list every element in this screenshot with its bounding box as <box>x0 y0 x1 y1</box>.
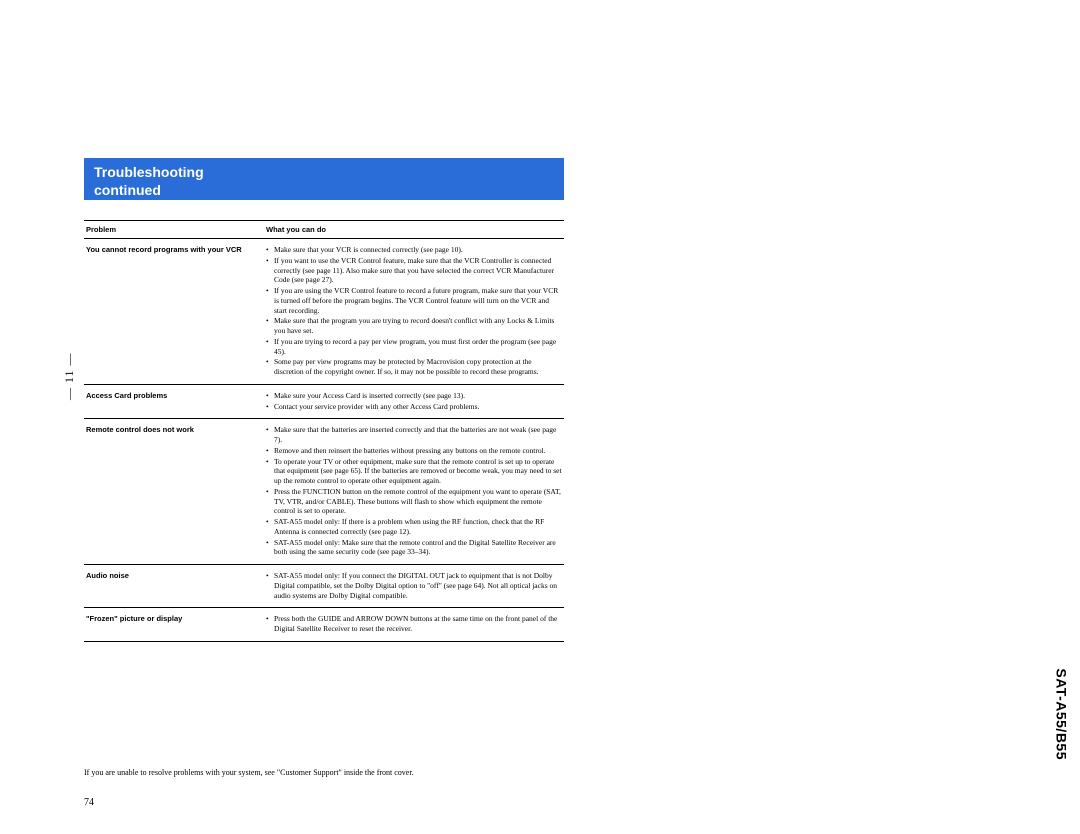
solution-item: SAT-A55 model only: Make sure that the r… <box>266 538 562 558</box>
solution-item: Contact your service provider with any o… <box>266 402 562 412</box>
solution-cell: Make sure that your VCR is connected cor… <box>264 239 564 385</box>
problem-cell: Audio noise <box>84 565 264 608</box>
solution-item: Make sure that the program you are tryin… <box>266 316 562 336</box>
col-header-solution: What you can do <box>264 221 564 239</box>
footnote-text: If you are unable to resolve problems wi… <box>84 768 584 777</box>
section-banner: Troubleshooting continued <box>84 158 564 200</box>
solution-cell: SAT-A55 model only: If you connect the D… <box>264 565 564 608</box>
solution-cell: Press both the GUIDE and ARROW DOWN butt… <box>264 608 564 642</box>
solution-item: SAT-A55 model only: If there is a proble… <box>266 517 562 537</box>
solution-item: Make sure that the batteries are inserte… <box>266 425 562 445</box>
model-label: SAT-A55/B55 <box>1054 668 1070 760</box>
table-row: Remote control does not workMake sure th… <box>84 419 564 565</box>
table-row: Audio noiseSAT-A55 model only: If you co… <box>84 565 564 608</box>
solution-item: To operate your TV or other equipment, m… <box>266 457 562 486</box>
troubleshooting-table: Problem What you can do You cannot recor… <box>84 220 564 642</box>
problem-cell: "Frozen" picture or display <box>84 608 264 642</box>
page-number: 74 <box>84 797 94 808</box>
solution-cell: Make sure your Access Card is inserted c… <box>264 384 564 419</box>
solution-item: If you are trying to record a pay per vi… <box>266 337 562 357</box>
solution-item: Make sure that your VCR is connected cor… <box>266 245 562 255</box>
problem-cell: Remote control does not work <box>84 419 264 565</box>
manual-page: Troubleshooting continued Problem What y… <box>0 0 1080 834</box>
solution-item: If you are using the VCR Control feature… <box>266 286 562 315</box>
problem-cell: Access Card problems <box>84 384 264 419</box>
solution-item: SAT-A55 model only: If you connect the D… <box>266 571 562 600</box>
solution-item: Some pay per view programs may be protec… <box>266 357 562 377</box>
table-row: You cannot record programs with your VCR… <box>84 239 564 385</box>
solution-item: Press both the GUIDE and ARROW DOWN butt… <box>266 614 562 634</box>
banner-subtitle: continued <box>94 181 554 199</box>
troubleshooting-table-wrap: Problem What you can do You cannot recor… <box>84 220 564 642</box>
solution-item: Make sure your Access Card is inserted c… <box>266 391 562 401</box>
solution-item: If you want to use the VCR Control featu… <box>266 256 562 285</box>
solution-item: Remove and then reinsert the batteries w… <box>266 446 562 456</box>
binder-mark: — 11 — <box>62 352 77 400</box>
table-row: "Frozen" picture or displayPress both th… <box>84 608 564 642</box>
banner-title: Troubleshooting <box>94 163 554 181</box>
solution-item: Press the FUNCTION button on the remote … <box>266 487 562 516</box>
solution-cell: Make sure that the batteries are inserte… <box>264 419 564 565</box>
problem-cell: You cannot record programs with your VCR <box>84 239 264 385</box>
col-header-problem: Problem <box>84 221 264 239</box>
table-row: Access Card problemsMake sure your Acces… <box>84 384 564 419</box>
